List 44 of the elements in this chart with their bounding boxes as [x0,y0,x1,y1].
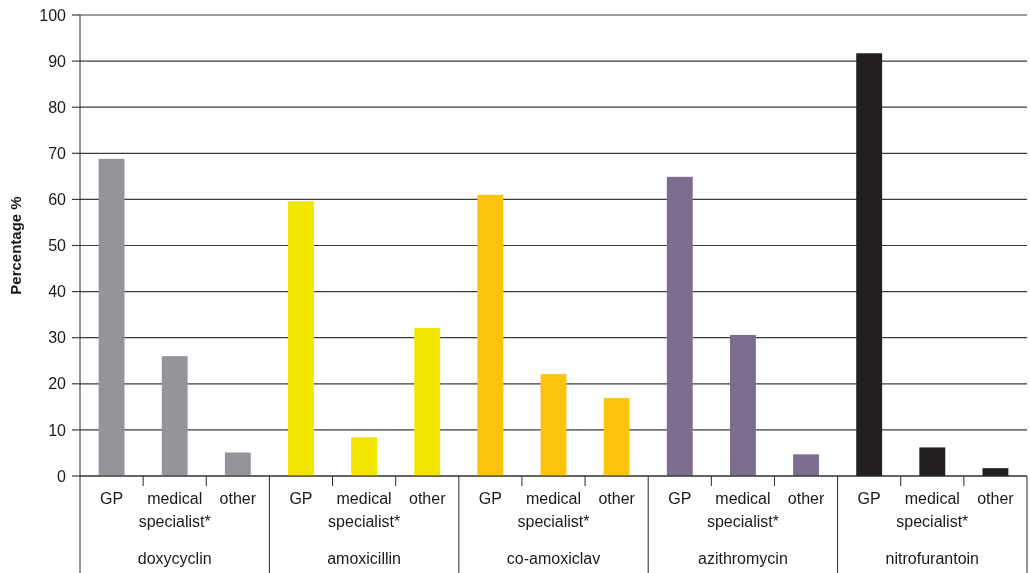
x-tick-label: other [977,490,1015,507]
y-tick-label: 40 [48,283,67,301]
x-tick-label: medical specialist* [896,490,969,530]
bar [793,454,819,476]
y-tick-label: 60 [48,191,67,208]
y-tick-label: 20 [48,375,67,393]
y-tick-label: 0 [57,467,67,485]
x-tick-label: GP [857,490,881,507]
x-tick-label: other [787,490,825,507]
bar [540,374,567,476]
x-tick-label: medical specialist* [517,490,590,530]
x-tick-label: GP [668,490,692,507]
text: amoxicillin [327,550,401,567]
x-tick-label: medical specialist* [138,490,211,530]
x-tick-label: GP [100,490,124,507]
x-tick-label: other [409,490,447,507]
x-tick-label: GP [289,490,313,507]
x-tick-label: other [598,490,636,507]
bar [477,194,504,476]
bar [729,334,756,476]
bar [414,328,441,476]
x-tick-label: medical specialist* [706,490,779,530]
y-tick-label: 50 [48,237,67,255]
bar [161,356,188,476]
y-axis-title: Percentage % [7,196,24,295]
x-tick-label: GP [478,490,502,507]
bar [666,176,693,476]
bar [288,201,314,476]
y-tick-label: 80 [48,98,67,116]
x-tick-label: medical specialist* [328,490,401,530]
y-tick-label: 90 [48,52,67,70]
text: co-amoxiclav [506,550,601,567]
text: nitrofurantoin [885,550,979,567]
y-tick-label: 70 [48,144,67,162]
y-tick-label: 10 [48,421,67,439]
y-tick-label: 100 [39,6,67,24]
bar [351,437,378,476]
y-tick-label: 30 [48,329,67,347]
bar [224,452,251,476]
bar [98,158,125,476]
bar [603,398,630,476]
x-tick-label: other [219,490,257,507]
text: doxycyclin [137,550,212,567]
text: azithromycin [697,550,788,567]
